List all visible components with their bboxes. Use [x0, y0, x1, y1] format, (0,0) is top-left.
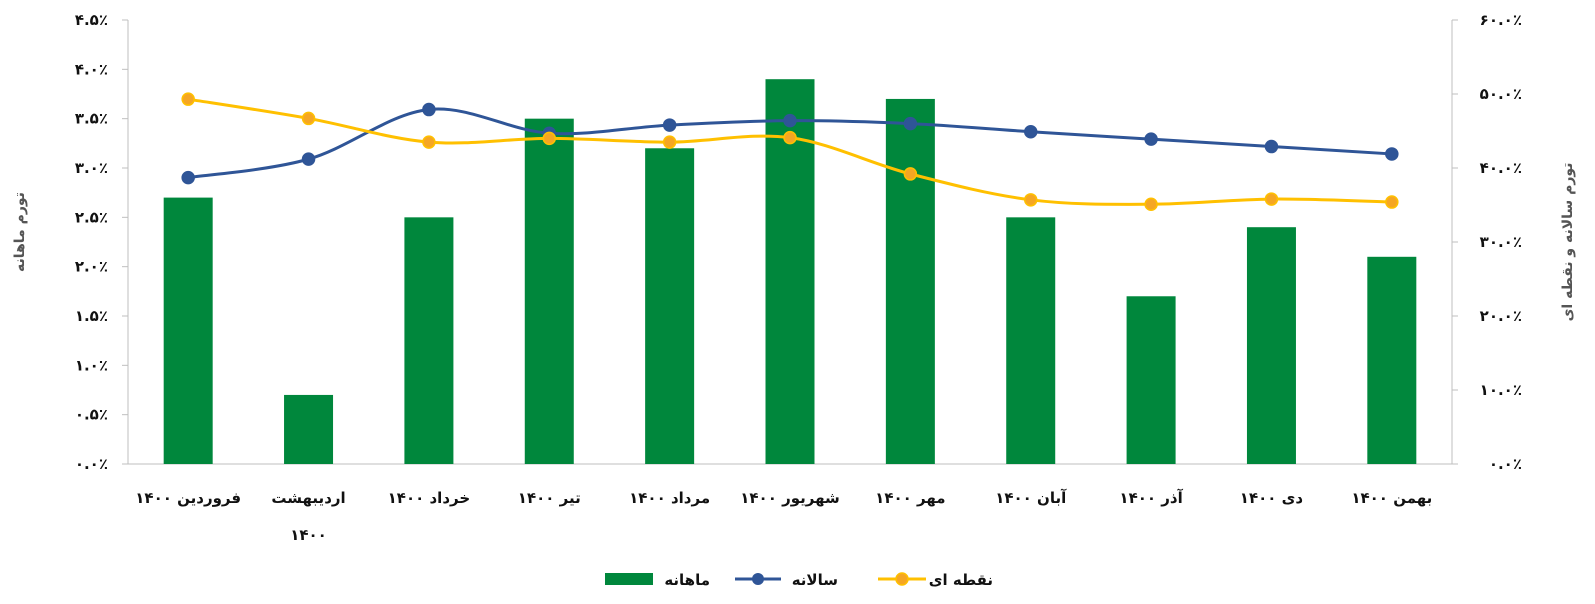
right-tick-label: ۳۰.۰٪ — [1480, 233, 1522, 251]
left-tick-label: ۱.۰٪ — [75, 356, 108, 374]
bar-monthly — [1126, 296, 1176, 464]
bar-series — [163, 79, 1417, 465]
point-annual — [1385, 147, 1399, 161]
category-label: تیر ۱۴۰۰ — [518, 489, 581, 507]
point-annual — [1264, 139, 1279, 154]
category-label: مهر ۱۴۰۰ — [875, 489, 945, 507]
legend-marker-annual — [752, 573, 764, 585]
point-point — [301, 111, 316, 126]
right-axis-title: تورم سالانه و نقطه ای — [1560, 163, 1576, 322]
point-point — [1023, 193, 1038, 207]
left-tick-label: ۰.۰٪ — [75, 455, 108, 473]
left-tick-label: ۲.۵٪ — [75, 208, 108, 226]
bar-monthly — [404, 217, 454, 464]
point-annual — [903, 116, 918, 131]
right-tick-label: ۵۰.۰٪ — [1480, 85, 1522, 103]
line-series — [181, 92, 1399, 212]
category-label: فروردین ۱۴۰۰ — [135, 489, 241, 507]
point-annual — [301, 152, 316, 166]
category-label: آبان ۱۴۰۰ — [995, 489, 1067, 507]
right-tick-label: ۰.۰٪ — [1489, 455, 1522, 473]
right-tick-label: ۲۰.۰٪ — [1480, 307, 1522, 325]
left-tick-label: ۳.۰٪ — [75, 159, 108, 177]
point-point — [783, 130, 797, 145]
category-label: مرداد ۱۴۰۰ — [629, 489, 710, 507]
point-point — [422, 135, 436, 149]
line-annual — [187, 107, 1392, 180]
point-annual — [1023, 124, 1038, 139]
left-tick-label: ۴.۰٪ — [75, 60, 108, 78]
category-label: بهمن ۱۴۰۰ — [1351, 489, 1432, 507]
point-point — [1264, 192, 1279, 206]
point-point — [1144, 197, 1158, 212]
left-tick-label: ۰.۵٪ — [75, 406, 108, 424]
category-label: شهریور ۱۴۰۰ — [740, 489, 840, 507]
legend-label-annual: سالانه — [792, 571, 838, 589]
bar-monthly — [645, 148, 695, 464]
legend-swatch-monthly — [605, 573, 653, 585]
category-label: دی ۱۴۰۰ — [1240, 489, 1304, 507]
bar-monthly — [163, 197, 213, 464]
right-tick-label: ۶۰.۰٪ — [1480, 11, 1522, 29]
category-labels: فروردین ۱۴۰۰ اردیبهشت ۱۴۰۰ خرداد ۱۴۰۰ تیر ۱۴… — [135, 489, 1432, 544]
point-annual — [422, 102, 436, 117]
bar-monthly — [524, 118, 574, 465]
point-point — [662, 135, 677, 149]
category-label: اردیبهشت ۱۴۰۰ — [271, 489, 345, 544]
bar-monthly — [885, 98, 935, 464]
right-tick-label: ۱۰.۰٪ — [1480, 381, 1522, 399]
bar-monthly — [1006, 217, 1056, 464]
legend-label-monthly: ماهانه — [664, 571, 710, 589]
bar-monthly — [284, 394, 334, 464]
point-annual — [662, 118, 677, 132]
left-tick-label: ۱.۵٪ — [75, 307, 108, 325]
legend-marker-point — [895, 572, 909, 586]
right-tick-label: ۴۰.۰٪ — [1480, 159, 1522, 177]
chart-axes: ۰.۰٪ ۰.۵٪ ۱.۰٪ ۱.۵٪ ۲.۰٪ ۲.۵٪ ۳.۰٪ ۳.۵٪ ۴.۰٪ ۴.۵٪… — [12, 11, 1576, 473]
point-point — [1385, 195, 1399, 209]
point-annual — [181, 170, 195, 185]
point-annual — [783, 113, 797, 128]
category-label: آذر ۱۴۰۰ — [1119, 489, 1183, 507]
point-point — [542, 131, 557, 146]
left-tick-label: ۴.۵٪ — [75, 11, 108, 29]
left-tick-label: ۲.۰٪ — [75, 258, 108, 276]
point-annual — [1144, 132, 1158, 146]
bar-monthly — [1367, 256, 1417, 464]
point-point — [181, 92, 195, 106]
category-label: خرداد ۱۴۰۰ — [388, 489, 471, 507]
bar-monthly — [1246, 227, 1296, 464]
left-axis-title: تورم ماهانه — [12, 192, 28, 272]
legend-label-point: نقطه ای — [929, 571, 993, 589]
point-point — [903, 167, 918, 181]
legend: ماهانه سالانه نقطه ای — [605, 571, 993, 589]
left-tick-label: ۳.۵٪ — [75, 110, 108, 128]
